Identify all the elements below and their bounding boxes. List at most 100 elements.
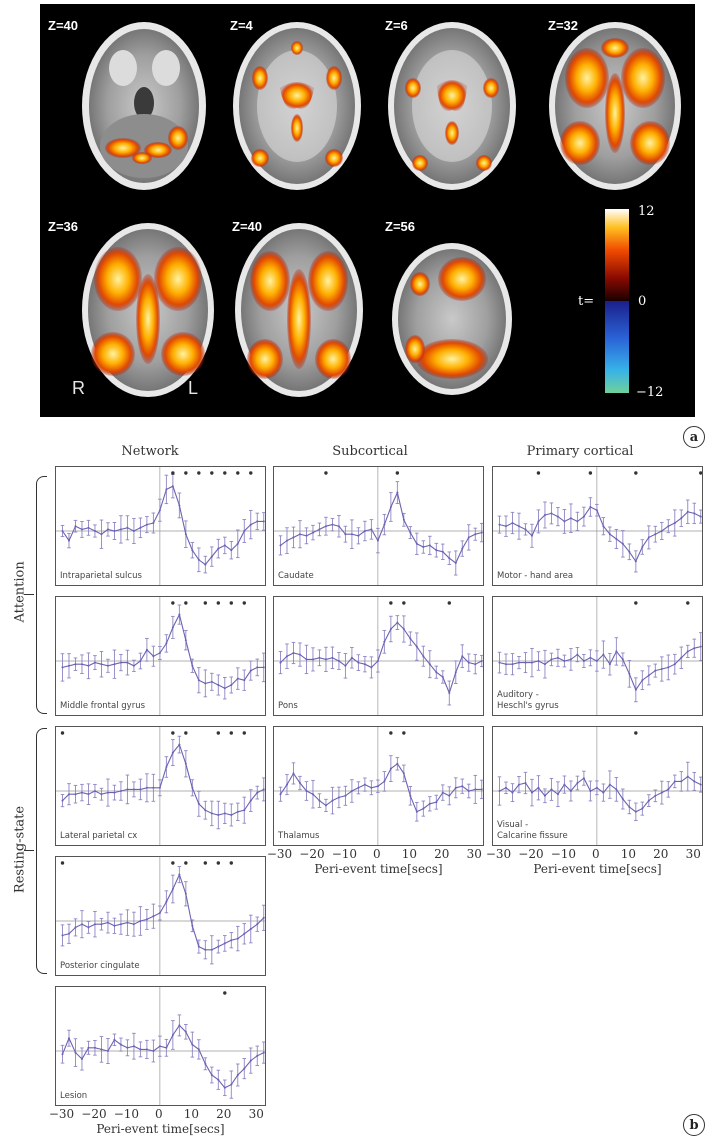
x-tick-label: 0 [373,847,381,861]
attention-bracket-tick [24,594,34,595]
data-point [376,660,379,662]
plot-caudate: Caudate [273,466,484,586]
data-point [654,794,657,797]
data-point [285,783,288,786]
data-point [197,558,200,561]
data-point [350,790,353,792]
data-point [279,544,282,547]
data-point [448,794,451,797]
data-point [74,793,77,796]
data-point [93,530,96,532]
data-point [641,807,644,810]
data-point [350,656,353,659]
x-tick-label: 20 [653,847,669,861]
x-tick-label: −10 [113,1107,140,1121]
data-point [461,655,464,658]
data-point [569,658,572,661]
data-point [511,663,514,666]
data-point [249,523,252,526]
data-point [511,522,514,524]
significance-marker [324,471,328,475]
data-point [217,814,220,816]
data-point [402,628,405,630]
data-point [331,656,334,659]
plot-canvas [274,597,483,715]
data-point [178,1024,181,1027]
left-hemisphere-label: L [188,378,199,398]
data-point [126,921,129,924]
data-point [530,534,533,537]
plot-canvas [493,597,702,715]
data-point [113,791,116,794]
data-point [647,536,650,539]
data-point [543,794,546,797]
region-label: Pons [278,701,298,711]
significance-marker [447,601,451,605]
significance-marker [229,731,233,735]
data-point [480,531,483,534]
data-point [383,523,386,526]
data-point [415,542,418,545]
data-point [305,534,308,537]
plot-canvas [493,467,702,585]
data-point [119,661,122,664]
data-point [441,676,444,678]
data-point [563,520,566,523]
data-point [230,939,233,942]
significance-marker [634,601,638,605]
significance-marker [60,731,65,735]
data-point [184,639,187,642]
data-point [680,517,683,520]
data-point [256,791,259,794]
significance-marker [171,731,175,735]
data-point [370,786,373,789]
data-point [223,687,226,690]
data-point [530,661,533,664]
data-point [178,504,181,507]
plot-posterior-cingulate: Posterior cingulate [55,856,266,976]
data-point [537,660,540,662]
data-point [262,1051,265,1054]
data-point [230,814,233,816]
data-point [139,788,142,791]
data-point [435,549,438,552]
significance-marker [395,471,400,475]
data-point [61,934,64,937]
data-point [158,509,161,512]
data-point [152,915,155,918]
series-line [62,613,264,689]
plot-visual-calcarine-fissure: Visual - Calcarine fissure [492,726,703,846]
data-point [285,655,288,658]
data-point [699,515,702,518]
region-label: Intraparietal sulcus [60,571,142,581]
x-tick-label: 0 [155,1107,163,1121]
data-point [396,491,399,494]
series-line [280,763,482,813]
data-point [608,783,611,786]
data-point [191,786,194,789]
plot-pons: Pons [273,596,484,716]
data-point [145,918,148,921]
data-point [389,767,392,770]
data-point [217,547,220,550]
data-point [184,762,187,765]
brain-slice-z4 [233,22,361,190]
data-point [298,653,301,656]
significance-marker [184,471,188,475]
data-point [660,791,663,794]
data-point [119,790,122,792]
data-point [67,1037,70,1040]
data-point [113,924,116,927]
data-point [249,1059,252,1062]
data-point [93,661,96,664]
significance-marker [389,601,393,605]
data-point [106,791,109,794]
data-point [350,533,353,536]
data-point [409,637,412,640]
data-point [132,788,135,791]
significance-marker [402,601,406,605]
data-point [311,531,314,534]
region-label: Posterior cingulate [60,961,140,971]
data-point [80,1058,83,1060]
data-point [409,794,412,797]
